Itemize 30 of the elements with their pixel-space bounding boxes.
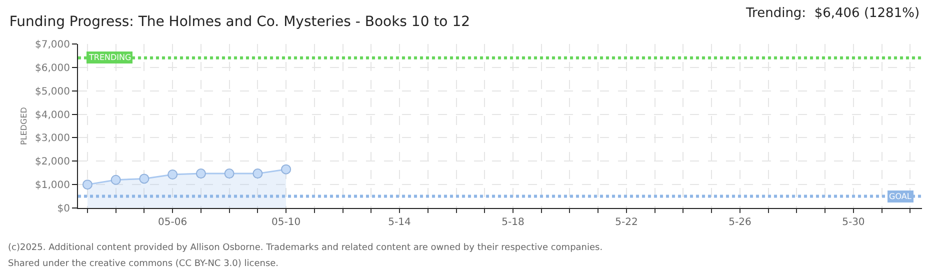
y-axis-title: PLEDGED xyxy=(20,107,29,145)
point xyxy=(196,168,206,179)
x-tick-label: 05-06 xyxy=(158,217,188,228)
text: Trending: $6,406 (1281%) xyxy=(745,6,920,21)
x-tick-label: 5-30 xyxy=(842,217,865,228)
ref-line-label: GOAL xyxy=(889,192,912,201)
y-tick-label: $1,000 xyxy=(35,180,70,192)
point xyxy=(82,180,92,190)
point xyxy=(224,168,234,179)
point xyxy=(139,174,150,184)
x-tick-label: 5-14 xyxy=(388,217,411,228)
y-tick-label: $5,000 xyxy=(35,86,70,98)
point xyxy=(110,174,121,185)
y-tick-label: $7,000 xyxy=(35,40,70,50)
x-tick-label: 5-22 xyxy=(615,217,638,228)
y-tick-label: $4,000 xyxy=(35,110,70,121)
point xyxy=(252,168,263,179)
y-tick-label: $3,000 xyxy=(35,133,70,144)
chart-title: Funding Progress: The Holmes and Co. Mysteries - Books 10 to 12 xyxy=(9,14,470,30)
point xyxy=(168,170,178,180)
y-tick-label: $6,000 xyxy=(35,62,70,74)
y-tick-label: $2,000 xyxy=(35,156,70,168)
ref-line-label: TRENDING xyxy=(88,53,132,62)
x-tick-label: 05-10 xyxy=(272,217,301,228)
text: (c)2025. Additional content provided by Allison Osborne. Trademarks and related content are owned by their respective companies. xyxy=(8,243,603,253)
x-tick-label: 5-26 xyxy=(728,217,752,228)
x-tick-label: 5-18 xyxy=(502,217,524,228)
text: Shared under the creative commons (CC BY-NC 3.0) license. xyxy=(8,259,279,269)
y-tick-label: $0 xyxy=(57,204,70,214)
point xyxy=(281,164,292,174)
